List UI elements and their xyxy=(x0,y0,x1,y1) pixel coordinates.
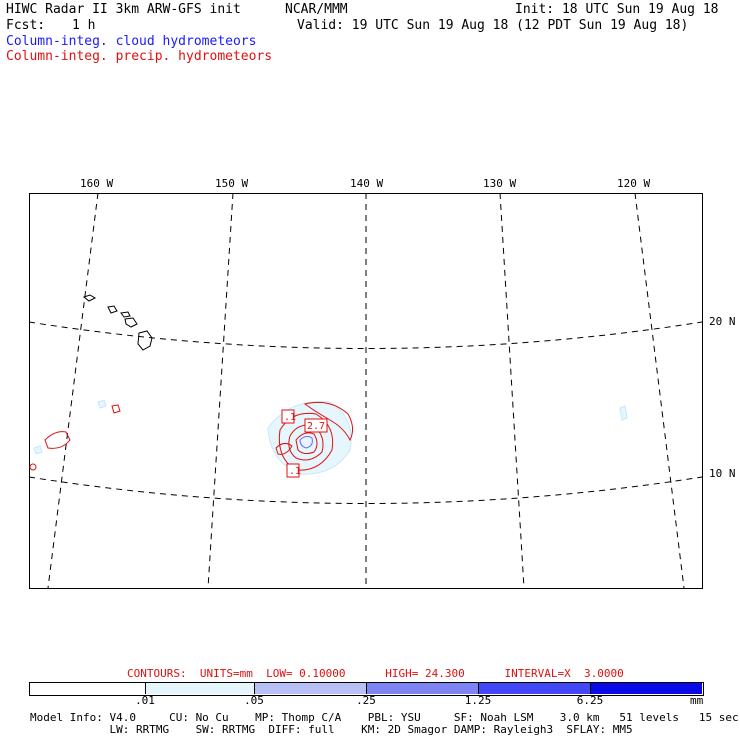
cloud-contour-core xyxy=(299,435,313,449)
contours-info: CONTOURS: UNITS=mm LOW= 0.10000 HIGH= 24… xyxy=(127,667,624,680)
lon-label-160w: 160 W xyxy=(80,177,114,190)
cloud-area-storm xyxy=(267,401,352,475)
meridian-150w xyxy=(207,192,234,589)
colorbar-tick-5: 6.25 xyxy=(576,694,604,707)
contour-label-2: 2.7 xyxy=(307,421,325,432)
precip-contour-outer xyxy=(278,412,334,471)
cloud-field-label: Column-integ. cloud hydrometeors xyxy=(6,34,257,49)
precip-contour-west xyxy=(44,431,71,449)
precip-contour-inner xyxy=(295,432,318,455)
lon-label-150w: 150 W xyxy=(215,177,249,190)
colorbar-segment-3 xyxy=(367,683,479,694)
colorbar-segment-2 xyxy=(255,683,367,694)
colorbar xyxy=(29,682,704,696)
cloud-shading xyxy=(33,399,628,475)
contour-label-3: .1 xyxy=(289,466,301,477)
island-molokai xyxy=(120,311,131,318)
colorbar-segment-1 xyxy=(146,683,255,694)
lat-label-20n: 20 N xyxy=(709,315,736,328)
init-time: Init: 18 UTC Sun 19 Aug 18 xyxy=(515,2,719,17)
precip-contour-arm xyxy=(303,401,354,442)
colorbar-segment-5 xyxy=(591,683,702,694)
meridian-lines xyxy=(28,192,703,589)
lat-label-10n: 10 N xyxy=(709,467,736,480)
contour-label-box-2 xyxy=(304,418,328,433)
meridian-130w xyxy=(499,192,525,589)
cloud-area-1 xyxy=(97,399,107,409)
model-info-line1: Model Info: V4.0 CU: No Cu MP: Thomp C/A… xyxy=(30,711,739,724)
colorbar-tick-3: .25 xyxy=(356,694,376,707)
valid-time: Valid: 19 UTC Sun 19 Aug 18 (12 PDT Sun … xyxy=(297,18,689,33)
meridian-120w xyxy=(634,192,685,589)
lon-label-140w: 140 W xyxy=(350,177,384,190)
contour-label-box-3 xyxy=(286,463,300,478)
forecast-value: 1 h xyxy=(72,18,96,33)
forecast-label: Fcst: xyxy=(6,18,46,33)
model-info-line2: LW: RRTMG SW: RRTMG DIFF: full KM: 2D Sm… xyxy=(30,723,633,736)
precip-contour-edge xyxy=(29,463,37,471)
island-kauai xyxy=(82,294,97,302)
precip-contour-small xyxy=(111,404,121,414)
cloud-area-3 xyxy=(619,405,628,421)
contour-label-texts: .1 2.7 .1 xyxy=(284,412,325,477)
contour-label-1: .1 xyxy=(284,412,296,423)
cloud-area-2 xyxy=(33,445,43,455)
precip-contour-band xyxy=(275,442,293,455)
precip-field-label: Column-integ. precip. hydrometeors xyxy=(6,49,273,64)
island-maui xyxy=(124,317,138,328)
colorbar-tick-1: .01 xyxy=(135,694,155,707)
colorbar-segment-0 xyxy=(30,683,146,694)
plot-title: HIWC Radar II 3km ARW-GFS init xyxy=(6,2,241,17)
lon-label-120w: 120 W xyxy=(617,177,651,190)
meridian-160w xyxy=(47,192,99,589)
contour-label-box-1 xyxy=(281,409,295,424)
colorbar-unit: mm xyxy=(690,694,704,707)
cloud-contours xyxy=(299,435,313,449)
island-oahu xyxy=(107,305,118,314)
contour-label-boxes xyxy=(281,409,328,478)
hawaii-islands xyxy=(82,294,153,351)
colorbar-tick-4: 1.25 xyxy=(464,694,492,707)
organization: NCAR/MMM xyxy=(285,2,348,17)
colorbar-segment-4 xyxy=(479,683,591,694)
lon-label-130w: 130 W xyxy=(483,177,517,190)
colorbar-tick-2: .05 xyxy=(244,694,264,707)
island-hawaii xyxy=(137,330,153,351)
